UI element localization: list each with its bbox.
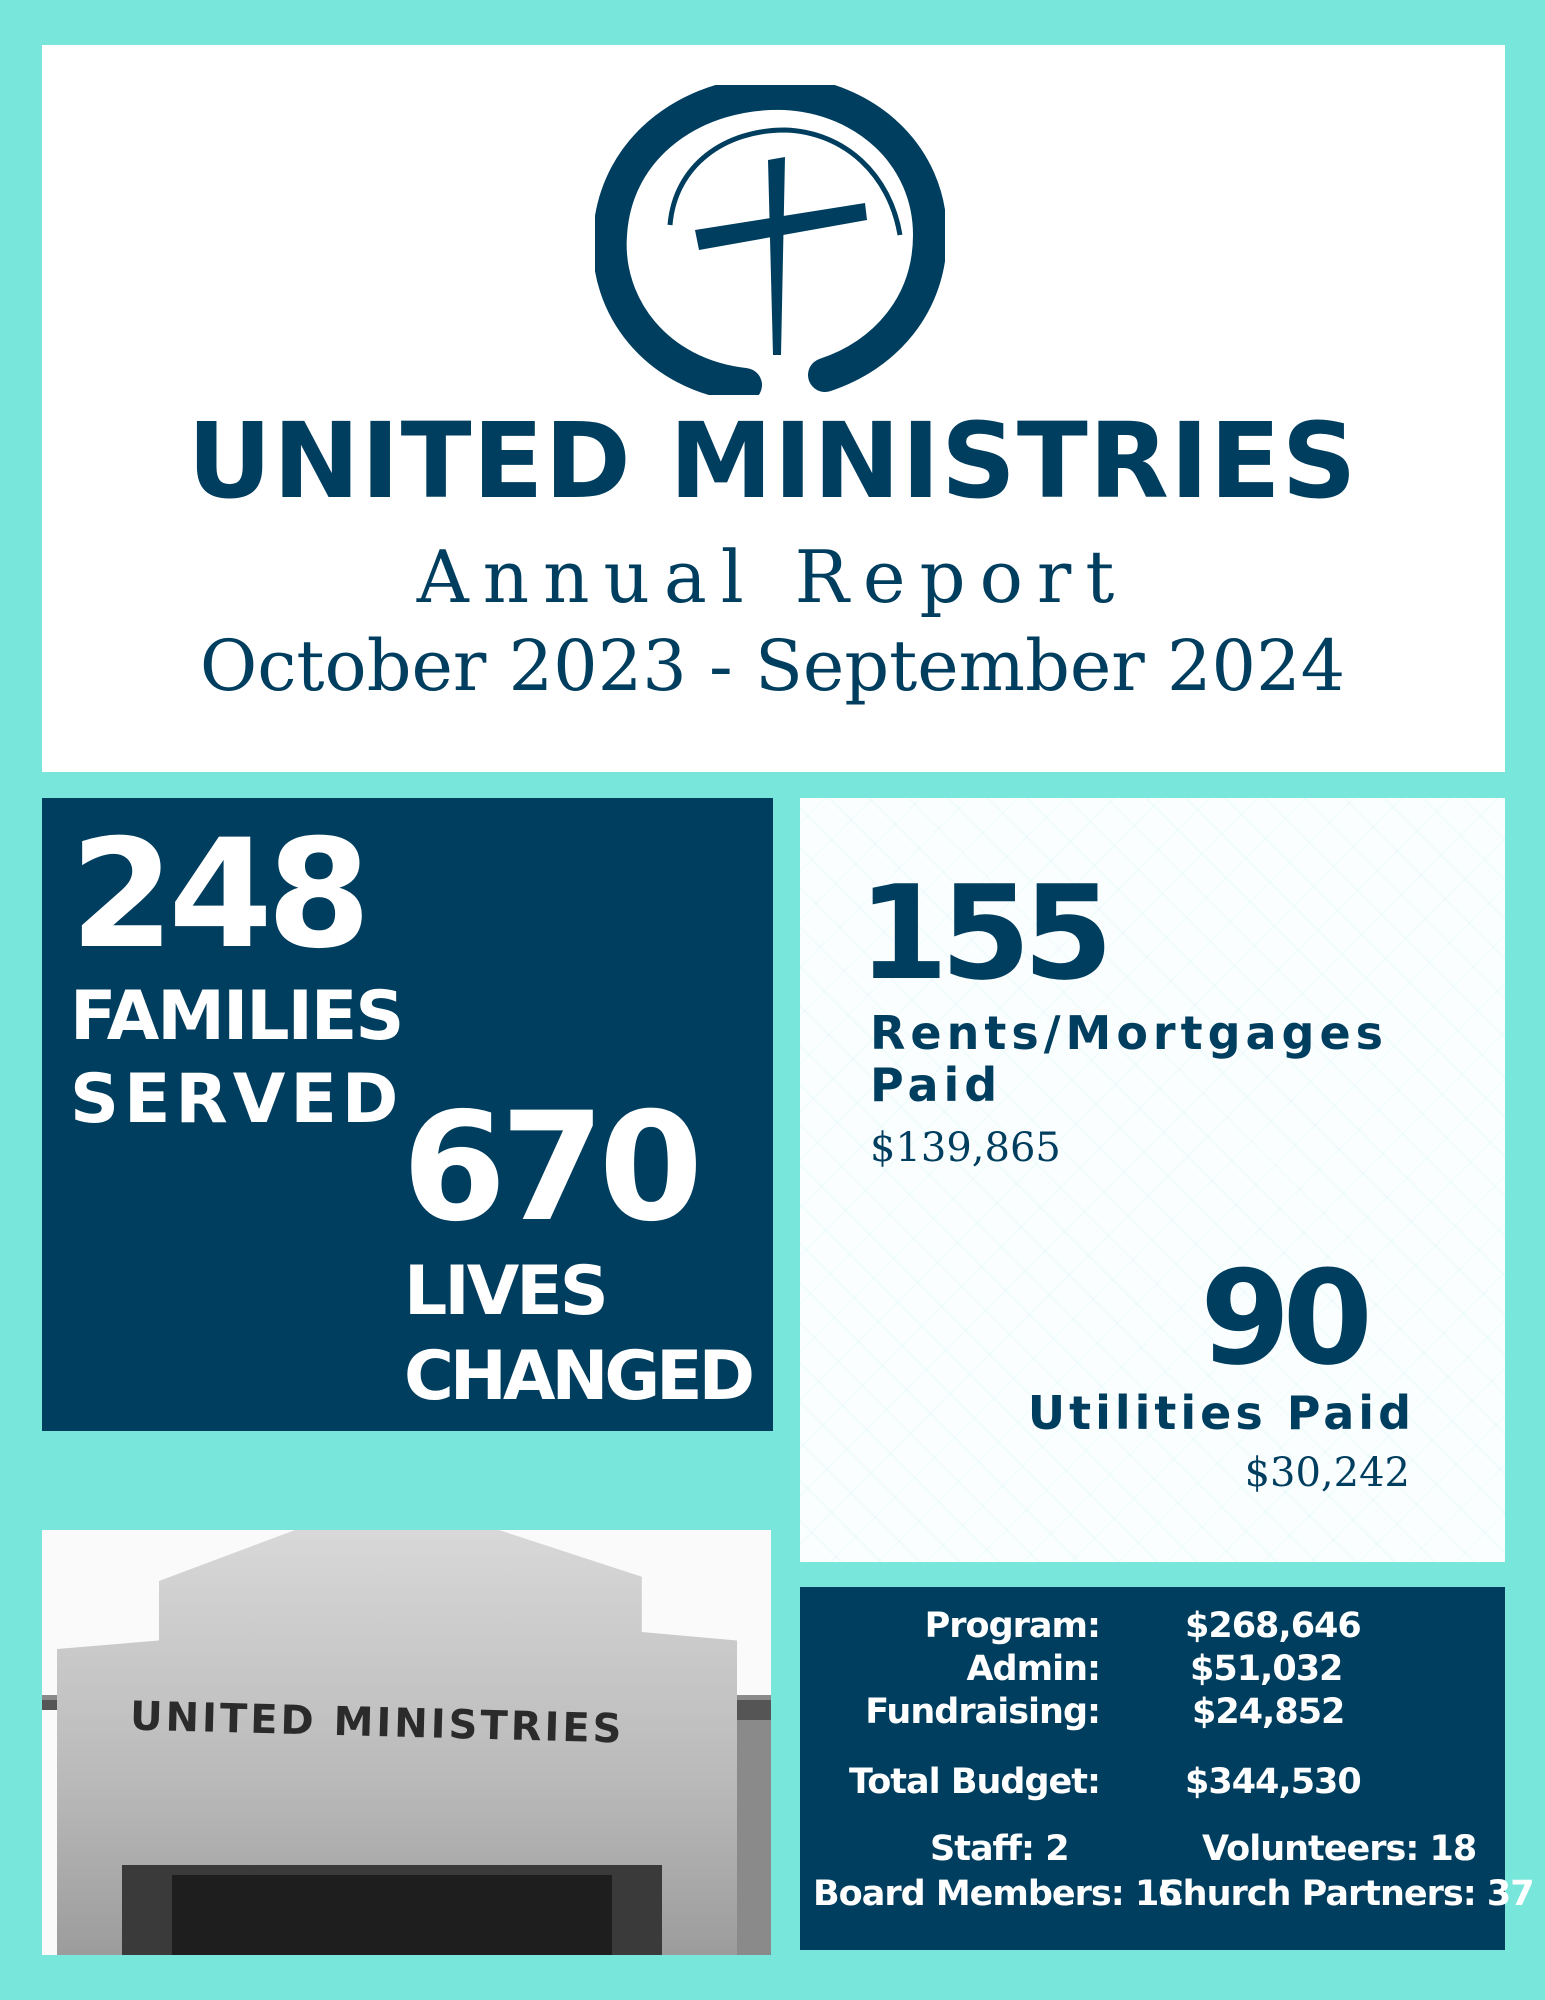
staff-count: Staff: 2 <box>930 1829 1070 1869</box>
lives-label: LIVES <box>404 1252 609 1331</box>
budget-label-fundraising: Fundraising: <box>865 1692 1101 1732</box>
cross-circle-logo-icon <box>595 85 945 395</box>
rents-count: 155 <box>858 857 1113 1009</box>
building-photo: UNITED MINISTRIES <box>42 1530 771 1955</box>
budget-label-program: Program: <box>924 1606 1101 1646</box>
church-partners-count: Church Partners: 37 <box>1158 1874 1535 1914</box>
utilities-amount: $30,242 <box>1244 1450 1410 1496</box>
org-title: UNITED MINISTRIES <box>187 400 1358 522</box>
assistance-panel: 155 Rents/Mortgages Paid $139,865 90 Uti… <box>800 798 1505 1562</box>
budget-value-program: $268,646 <box>1185 1606 1362 1646</box>
rents-label: Rents/Mortgages <box>870 1006 1389 1060</box>
families-count: 248 <box>70 808 371 982</box>
lives-count: 670 <box>402 1081 703 1255</box>
utilities-count: 90 <box>1200 1242 1373 1394</box>
volunteers-count: Volunteers: 18 <box>1202 1829 1477 1869</box>
budget-value-fundraising: $24,852 <box>1192 1692 1345 1732</box>
budget-value-total: $344,530 <box>1185 1762 1362 1802</box>
changed-label: CHANGED <box>404 1337 755 1416</box>
rents-label-paid: Paid <box>870 1058 1003 1112</box>
rents-amount: $139,865 <box>870 1125 1061 1171</box>
utilities-label: Utilities Paid <box>1027 1386 1415 1440</box>
report-subtitle: Annual Report <box>416 535 1129 619</box>
served-label: SERVED <box>70 1060 404 1139</box>
board-members-count: Board Members: 15 <box>813 1874 1183 1914</box>
report-period: October 2023 - September 2024 <box>199 625 1346 707</box>
budget-label-admin: Admin: <box>966 1649 1101 1689</box>
families-label: FAMILIES <box>70 977 404 1056</box>
budget-label-total: Total Budget: <box>849 1762 1101 1802</box>
budget-value-admin: $51,032 <box>1190 1649 1343 1689</box>
families-lives-panel: 248 FAMILIES SERVED 670 LIVES CHANGED <box>42 798 773 1431</box>
budget-panel: Program: $268,646 Admin: $51,032 Fundrai… <box>800 1587 1535 1950</box>
